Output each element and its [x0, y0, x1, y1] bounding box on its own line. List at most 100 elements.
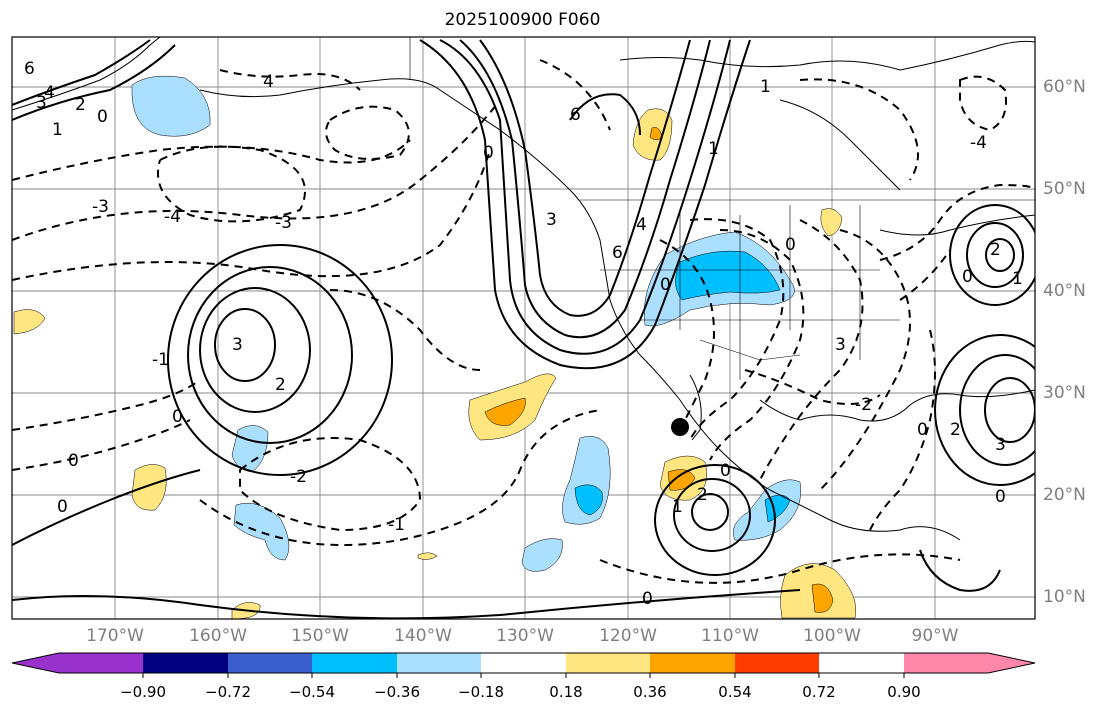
- colorbar-tick-label: −0.36: [374, 683, 420, 701]
- location-marker: [671, 418, 689, 436]
- lon-label: 110°W: [701, 626, 759, 646]
- contour-label: 2: [950, 420, 961, 440]
- colorbar-tick-label: −0.18: [458, 683, 504, 701]
- colorbar-outline: [11, 652, 1036, 674]
- colorbar-segment: [481, 653, 566, 673]
- contours-dashed: [12, 59, 1035, 584]
- contour-label: 0: [995, 487, 1006, 507]
- positive-core-pacific: [811, 583, 834, 613]
- lat-label: 10°N: [1043, 587, 1086, 607]
- contour-label: -1: [152, 350, 169, 370]
- contour-label: 2: [990, 240, 1001, 260]
- lon-label: 140°W: [394, 626, 452, 646]
- contour-label: 6: [612, 243, 623, 263]
- contour-label: 2: [697, 485, 708, 505]
- negative-patch-south: [521, 538, 563, 572]
- positive-core-baja: [667, 469, 696, 491]
- contour-label: 3: [835, 335, 846, 355]
- contour-label: 4: [636, 215, 647, 235]
- contour-label: 4: [44, 83, 55, 103]
- positive-patch-small-2: [417, 552, 438, 560]
- contour-label: 4: [263, 72, 274, 92]
- contour-label: 0: [642, 589, 653, 609]
- colorbar: [11, 652, 1036, 678]
- contour-label: 1: [672, 497, 683, 517]
- contour-label: -3: [275, 213, 292, 233]
- negative-patch-alaska: [131, 75, 211, 137]
- contour-label: 3: [995, 435, 1006, 455]
- colorbar-tick-label: −0.54: [289, 683, 335, 701]
- lat-label: 20°N: [1043, 485, 1086, 505]
- contour-label: -3: [92, 197, 109, 217]
- lon-label: 90°W: [911, 626, 959, 646]
- colorbar-tick-label: 0.72: [802, 683, 836, 701]
- colorbar-extend-max: [988, 653, 1035, 673]
- contour-label: 1: [52, 120, 63, 140]
- lat-label: 60°N: [1043, 77, 1086, 97]
- figure-title: 2025100900 F060: [444, 10, 601, 30]
- colorbar-tick-label: 0.36: [633, 683, 667, 701]
- colorbar-tick-label: 0.54: [718, 683, 752, 701]
- contour-label: 2: [275, 375, 286, 395]
- contour-label: 1: [760, 77, 771, 97]
- colorbar-tick-label: −0.90: [120, 683, 166, 701]
- contour-label: 0: [483, 143, 494, 163]
- contour-label: 3: [232, 335, 243, 355]
- shaded-fields: [13, 75, 857, 619]
- colorbar-segment: [312, 653, 397, 673]
- colorbar-segment: [143, 653, 228, 673]
- lat-label: 40°N: [1043, 281, 1086, 301]
- lon-label: 120°W: [599, 626, 657, 646]
- lat-label: 30°N: [1043, 383, 1086, 403]
- lon-label: 160°W: [189, 626, 247, 646]
- contour-label: 1: [708, 139, 719, 159]
- colorbar-segment: [397, 653, 481, 673]
- contour-label: -4: [164, 207, 181, 227]
- colorbar-segment: [228, 653, 312, 673]
- contour-label: 0: [57, 497, 68, 517]
- contour-label: 0: [962, 267, 973, 287]
- contour-label: 0: [172, 407, 183, 427]
- lat-label: 50°N: [1043, 179, 1086, 199]
- contour-label: -2: [290, 467, 307, 487]
- negative-core-central: [574, 484, 603, 516]
- contour-label: 0: [720, 461, 731, 481]
- colorbar-tick-label: 0.18: [549, 683, 583, 701]
- contour-label: -4: [970, 133, 987, 153]
- contour-label: 0: [917, 420, 928, 440]
- contour-label: -2: [855, 395, 872, 415]
- colorbar-segment: [59, 653, 143, 673]
- colorbar-segment: [650, 653, 735, 673]
- contour-label: -1: [388, 515, 405, 535]
- negative-core-southwest: [675, 250, 781, 301]
- contour-label: 0: [785, 235, 796, 255]
- contours-solid: [12, 39, 1035, 619]
- positive-core-central: [484, 397, 526, 426]
- positive-patch-plains: [820, 208, 843, 237]
- map-frame: [11, 36, 1036, 620]
- lon-label: 170°W: [86, 626, 144, 646]
- contour-label: 0: [97, 107, 108, 127]
- contour-label: 3: [546, 210, 557, 230]
- positive-patch-west: [13, 309, 46, 335]
- colorbar-tick-label: −0.72: [205, 683, 251, 701]
- colorbar-segment: [904, 653, 988, 673]
- colorbar-segment: [566, 653, 650, 673]
- contour-label: 1: [1012, 269, 1023, 289]
- colorbar-segment: [735, 653, 819, 673]
- lon-label: 150°W: [291, 626, 349, 646]
- lon-label: 100°W: [803, 626, 861, 646]
- colorbar-tick-label: 0.90: [887, 683, 921, 701]
- contour-label: 6: [570, 105, 581, 125]
- contour-label: 2: [75, 95, 86, 115]
- contour-labels: 6 4 3 2 1 0 0 0 0 0 6 4 3 2 1 0 0 6 4 3: [24, 59, 1023, 609]
- lon-label: 130°W: [496, 626, 554, 646]
- contour-label: 6: [24, 59, 35, 79]
- positive-patch-hawaii: [131, 464, 167, 511]
- colorbar-extend-min: [12, 653, 59, 673]
- contour-label: 0: [660, 275, 671, 295]
- contour-label: 3: [36, 93, 47, 113]
- contour-label: 0: [68, 451, 79, 471]
